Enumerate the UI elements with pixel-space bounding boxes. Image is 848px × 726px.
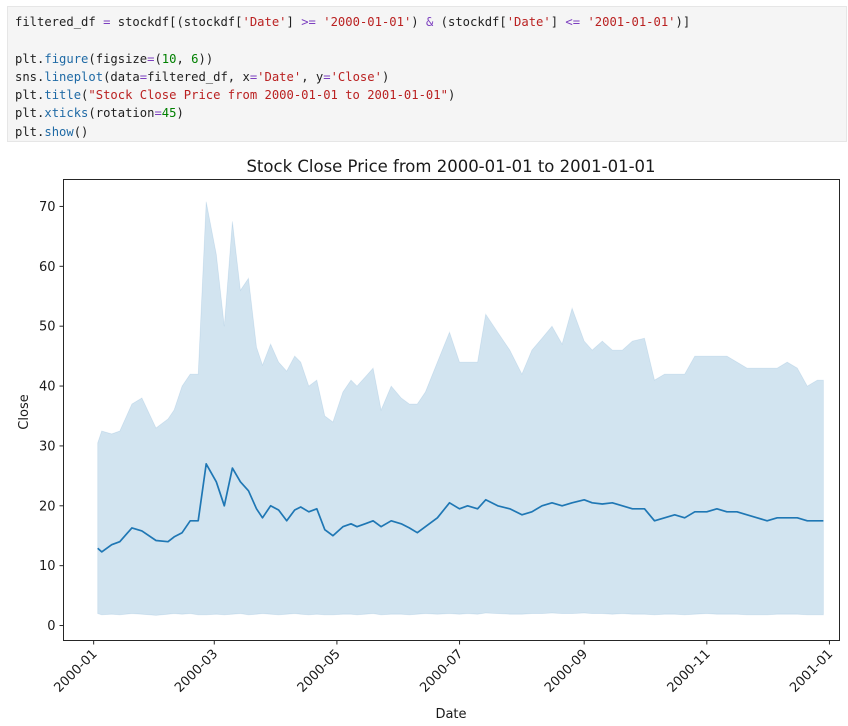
x-axis-label: Date — [435, 707, 466, 722]
chart-title: Stock Close Price from 2000-01-01 to 200… — [246, 157, 655, 176]
code-token: 'Close' — [330, 69, 382, 84]
code-token: lineplot — [44, 69, 104, 84]
code-token: ( — [81, 88, 89, 103]
code-token: ] — [550, 15, 566, 29]
x-tick-label: 2000-03 — [172, 647, 221, 696]
code-token: title — [44, 88, 82, 103]
code-token: ( — [154, 51, 162, 66]
code-token: ) — [447, 88, 456, 103]
plot-area-frame — [63, 179, 840, 641]
code-token: (rotation — [88, 106, 155, 121]
code-line — [15, 31, 846, 49]
code-token: = — [139, 69, 148, 84]
code-token: '2000-01-01' — [323, 15, 412, 29]
code-token: = — [154, 106, 162, 121]
code-token: = — [323, 69, 331, 84]
code-token: ) — [411, 15, 426, 29]
code-token: = — [147, 51, 155, 66]
confidence-band-layer — [97, 201, 824, 616]
y-tick-label: 20 — [39, 499, 56, 514]
code-token: plt. — [15, 51, 45, 66]
close-price-line — [97, 463, 824, 553]
y-axis: 0 10 20 30 40 50 60 70 — [39, 200, 64, 634]
x-tick-label: 2001-01 — [787, 647, 836, 696]
code-token: show — [44, 124, 74, 139]
confidence-band — [97, 201, 824, 616]
code-token: , — [176, 51, 192, 66]
code-token: >= — [301, 15, 316, 29]
y-tick-label: 40 — [39, 380, 56, 395]
code-line: plt.show() — [15, 123, 846, 141]
x-tick-label: 2000-09 — [542, 647, 591, 696]
code-token: )] — [675, 15, 691, 29]
code-token: filtered_df, x — [147, 69, 250, 84]
code-token: '2001-01-01' — [587, 15, 676, 29]
x-axis: 2000-01 2000-03 2000-05 2000-07 2000-09 2000-… — [52, 640, 836, 696]
code-line: filtered_df = stockdf[(stockdf['Date'] >… — [15, 13, 846, 31]
code-token: plt. — [15, 124, 45, 139]
code-token: & — [425, 15, 434, 29]
code-token: 'Date' — [257, 69, 302, 84]
mean-line-layer — [97, 463, 824, 553]
code-line: plt.figure(figsize=(10, 6)) — [15, 50, 846, 68]
y-tick-label: 10 — [39, 559, 56, 574]
x-tick-label: 2000-11 — [665, 647, 714, 696]
code-token: ] — [286, 15, 302, 29]
code-token: 'Date' — [506, 15, 551, 29]
code-token: = — [103, 15, 111, 29]
code-token: xticks — [44, 106, 89, 121]
code-token: filtered_df — [15, 15, 104, 29]
code-token: )) — [198, 51, 214, 66]
code-token: 'Date' — [242, 15, 287, 29]
code-token: ) — [381, 69, 390, 84]
x-tick-label: 2000-07 — [417, 647, 466, 696]
code-token: plt. — [15, 106, 45, 121]
code-token: "Stock Close Price from 2000-01-01 to 20… — [88, 88, 448, 103]
y-tick-label: 50 — [39, 320, 56, 335]
code-token: (stockdf[ — [433, 15, 507, 29]
code-token: plt. — [15, 88, 45, 103]
code-token: (data — [103, 69, 140, 84]
line-chart: Stock Close Price from 2000-01-01 to 200… — [17, 157, 840, 722]
code-cell[interactable]: filtered_df = stockdf[(stockdf['Date'] >… — [7, 6, 847, 142]
code-token: ) — [176, 106, 184, 121]
y-tick-label: 70 — [39, 200, 56, 215]
code-line: sns.lineplot(data=filtered_df, x='Date',… — [15, 68, 846, 86]
x-tick-label: 2000-05 — [295, 647, 344, 696]
code-token: (figsize — [88, 51, 148, 66]
x-tick-label: 2000-01 — [52, 647, 101, 696]
code-token: () — [73, 124, 89, 139]
code-token: sns. — [15, 69, 45, 84]
y-tick-label: 0 — [47, 619, 55, 634]
code-token: = — [249, 69, 258, 84]
code-token: figure — [44, 51, 89, 66]
code-token: 45 — [161, 106, 177, 121]
code-token: , y — [301, 69, 324, 84]
code-line: plt.xticks(rotation=45) — [15, 104, 846, 122]
code-token: stockdf[(stockdf[ — [110, 15, 243, 29]
y-tick-label: 30 — [39, 439, 56, 454]
code-token: 10 — [161, 51, 177, 66]
code-token: 6 — [191, 51, 199, 66]
code-line: plt.title("Stock Close Price from 2000-0… — [15, 86, 846, 104]
code-token: <= — [565, 15, 581, 29]
y-tick-label: 60 — [39, 260, 56, 275]
y-axis-label: Close — [17, 394, 32, 429]
